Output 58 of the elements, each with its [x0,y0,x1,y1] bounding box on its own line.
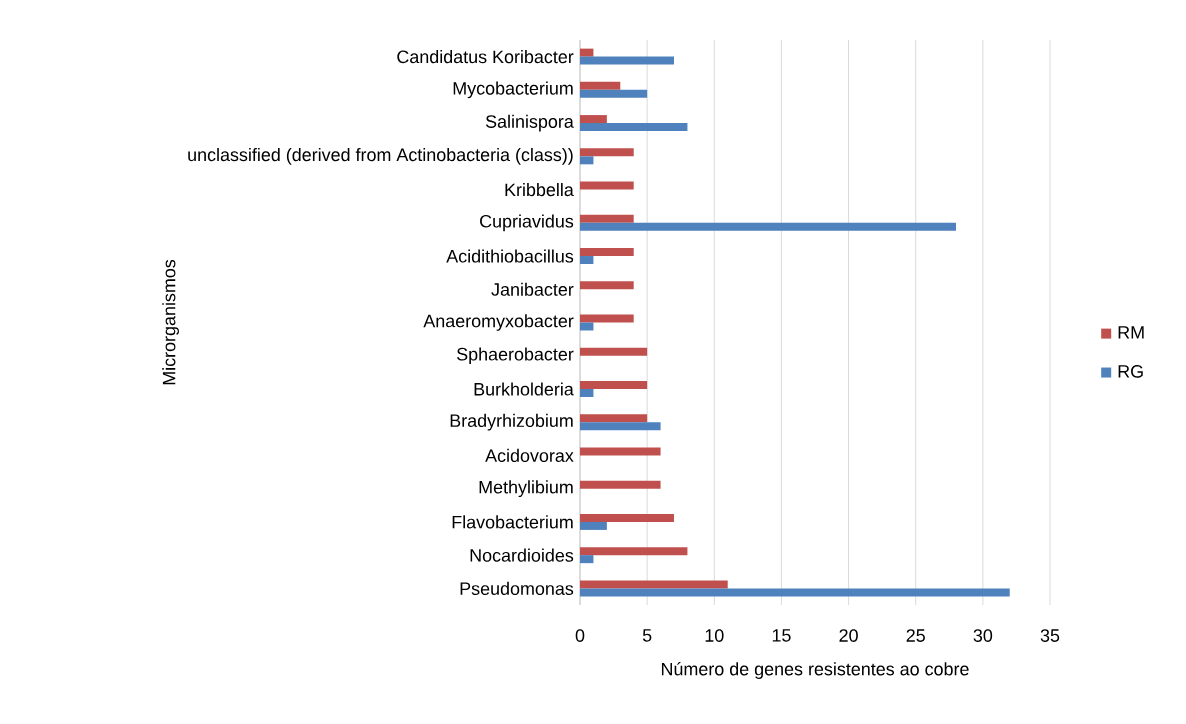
y-tick-label: Bradyrhizobium [450,413,573,431]
x-tick-label: 20 [839,629,858,642]
y-tick-label: Mycobacterium [453,81,573,99]
bar [580,555,594,564]
bar [580,388,594,397]
y-tick-label: Salinispora [485,114,574,132]
bar [580,148,634,157]
x-tick-label: 0 [575,629,585,642]
x-tick-label: 15 [772,629,791,642]
bar [580,181,634,190]
legend-label: RM [1118,326,1144,339]
bar [580,547,688,556]
bar [580,56,674,65]
bar [580,123,688,132]
bar [580,422,661,431]
x-axis-title: Número de genes resistentes ao cobre [661,662,969,679]
y-tick-label: Pseudomonas [460,581,574,595]
y-tick-label: Methylibium [479,480,573,498]
bar [580,380,648,389]
bar [580,48,594,57]
x-tick-label: 25 [906,629,925,642]
bar [580,89,648,98]
bar [580,156,594,165]
bar [580,222,956,231]
bar [580,588,1010,597]
bar [580,256,594,265]
bar [580,115,607,124]
bar [580,447,661,456]
bar [580,322,594,331]
x-tick-label: 30 [973,629,993,642]
y-tick-label: Flavobacterium [452,515,573,529]
x-tick-label: 35 [1040,629,1060,642]
y-tick-label: Candidatus Koribacter [397,50,574,64]
y-tick-label: Anaeromyxobacter [423,314,574,331]
bar [580,347,648,356]
y-tick-label: unclassified (derived from Actinobacteria (class)) [188,147,573,165]
y-tick-label: Sphaerobacter [457,347,574,365]
y-tick-label: Kribbella [505,182,574,197]
legend-label: RG [1118,365,1143,378]
bar [580,314,634,323]
y-axis-title: Microrganismos [162,259,179,385]
y-tick-label: Janibacter [491,282,574,296]
y-tick-label: Acidithiobacillus [446,249,574,263]
bar [580,580,728,589]
bar [580,513,674,522]
y-tick-label: Burkholderia [474,382,574,396]
bar [580,414,648,423]
bar [580,480,661,489]
bar [580,248,634,257]
bar [580,521,607,530]
y-tick-label: Cupriavidus [480,214,574,232]
y-tick-label: Acidovorax [485,448,574,463]
x-tick-label: 10 [705,629,724,642]
bar [580,214,634,223]
bar [580,281,634,290]
bar [580,81,621,90]
x-tick-label: 5 [642,629,652,642]
y-tick-label: Nocardioides [470,548,574,562]
